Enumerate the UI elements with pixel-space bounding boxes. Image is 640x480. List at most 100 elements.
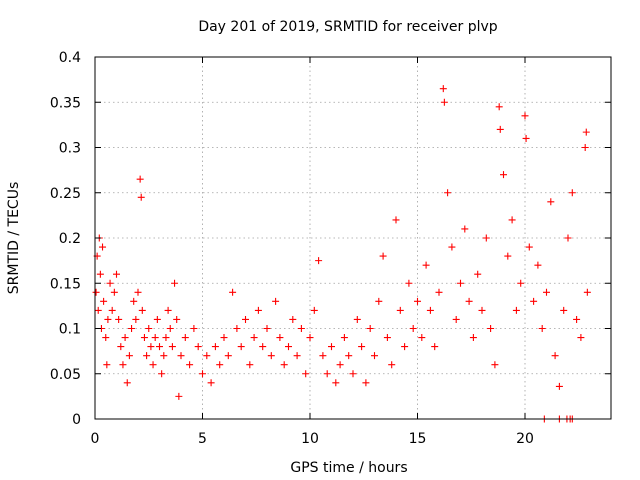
data-point [414, 297, 421, 305]
data-point [564, 234, 572, 242]
data-point [302, 370, 310, 378]
data-point [147, 343, 155, 351]
data-point [582, 128, 590, 136]
data-point [306, 334, 314, 342]
data-point [108, 306, 116, 314]
data-point [573, 315, 581, 323]
data-point [216, 361, 224, 369]
data-point [106, 279, 114, 287]
data-point [495, 103, 503, 111]
data-point [194, 343, 202, 351]
data-point [267, 352, 275, 360]
data-point [319, 352, 327, 360]
data-point [551, 352, 559, 360]
data-point [336, 361, 344, 369]
data-point [379, 252, 387, 260]
data-point [130, 297, 138, 305]
data-point [392, 216, 400, 224]
data-point [323, 370, 331, 378]
data-point [125, 352, 133, 360]
y-tick-label: 0.35 [50, 95, 81, 111]
data-point [199, 370, 206, 378]
data-point [538, 325, 546, 332]
data-point [259, 343, 267, 351]
data-point [280, 361, 288, 369]
y-tick-label: 0.4 [59, 50, 81, 66]
data-point [401, 343, 409, 351]
data-point [237, 343, 245, 351]
y-tick-label: 0 [72, 412, 81, 428]
data-point [229, 288, 237, 296]
data-point [383, 334, 391, 342]
data-point [242, 315, 249, 323]
data-point [452, 315, 460, 323]
data-point [388, 361, 396, 369]
data-point [92, 288, 100, 296]
data-point [474, 270, 482, 278]
data-point [577, 334, 585, 342]
data-point [353, 315, 361, 323]
data-point [113, 270, 120, 278]
data-point [164, 306, 172, 314]
data-point [444, 189, 452, 197]
data-point [94, 306, 102, 314]
data-point [431, 343, 439, 351]
data-point [522, 134, 530, 142]
data-point [250, 334, 258, 342]
data-point [375, 297, 383, 305]
data-point [132, 315, 140, 323]
data-point [156, 343, 163, 351]
data-point [145, 325, 153, 332]
axis-ticks: 0 5 10 15 20 0 0.05 0.1 0.15 0.2 0.25 0.3 0.35 0.4 [50, 50, 611, 447]
data-point [547, 198, 555, 206]
data-point [345, 352, 353, 360]
data-point [119, 361, 127, 369]
y-tick-label: 0.1 [59, 322, 81, 338]
data-point [100, 297, 108, 305]
data-point [285, 343, 292, 351]
data-point [517, 279, 525, 287]
data-point [128, 325, 136, 332]
data-point [581, 144, 589, 151]
y-tick-label: 0.15 [50, 276, 81, 292]
y-tick-label: 0.3 [59, 141, 81, 157]
data-point [496, 125, 504, 133]
data-point [254, 306, 262, 314]
data-point [358, 343, 366, 351]
data-point [521, 112, 529, 120]
data-point [525, 243, 533, 251]
data-point [168, 343, 176, 351]
data-point [371, 352, 378, 360]
data-point [349, 370, 357, 378]
data-point [177, 352, 185, 360]
data-point [263, 325, 271, 332]
data-point [233, 325, 241, 332]
data-point [289, 315, 297, 323]
data-point [310, 306, 318, 314]
data-point [362, 379, 370, 387]
data-point [508, 216, 516, 224]
data-point [158, 370, 166, 378]
data-point [487, 325, 495, 332]
data-point [555, 382, 563, 390]
data-point [166, 325, 174, 332]
data-point [332, 379, 340, 387]
data-point [207, 379, 215, 387]
data-point [500, 171, 507, 179]
data-point [435, 288, 443, 296]
data-point [171, 279, 179, 287]
data-point [328, 343, 335, 351]
data-point [104, 315, 112, 323]
y-axis-label: SRMTID / TECUs [6, 182, 22, 295]
x-tick-label: 0 [91, 431, 100, 447]
data-point [448, 243, 456, 251]
data-point [457, 279, 464, 287]
data-point [160, 352, 168, 360]
data-point [173, 315, 181, 323]
data-point [422, 261, 430, 269]
x-tick-label: 20 [516, 431, 534, 447]
data-point [175, 392, 183, 400]
data-point [137, 193, 145, 201]
data-point [478, 306, 486, 314]
